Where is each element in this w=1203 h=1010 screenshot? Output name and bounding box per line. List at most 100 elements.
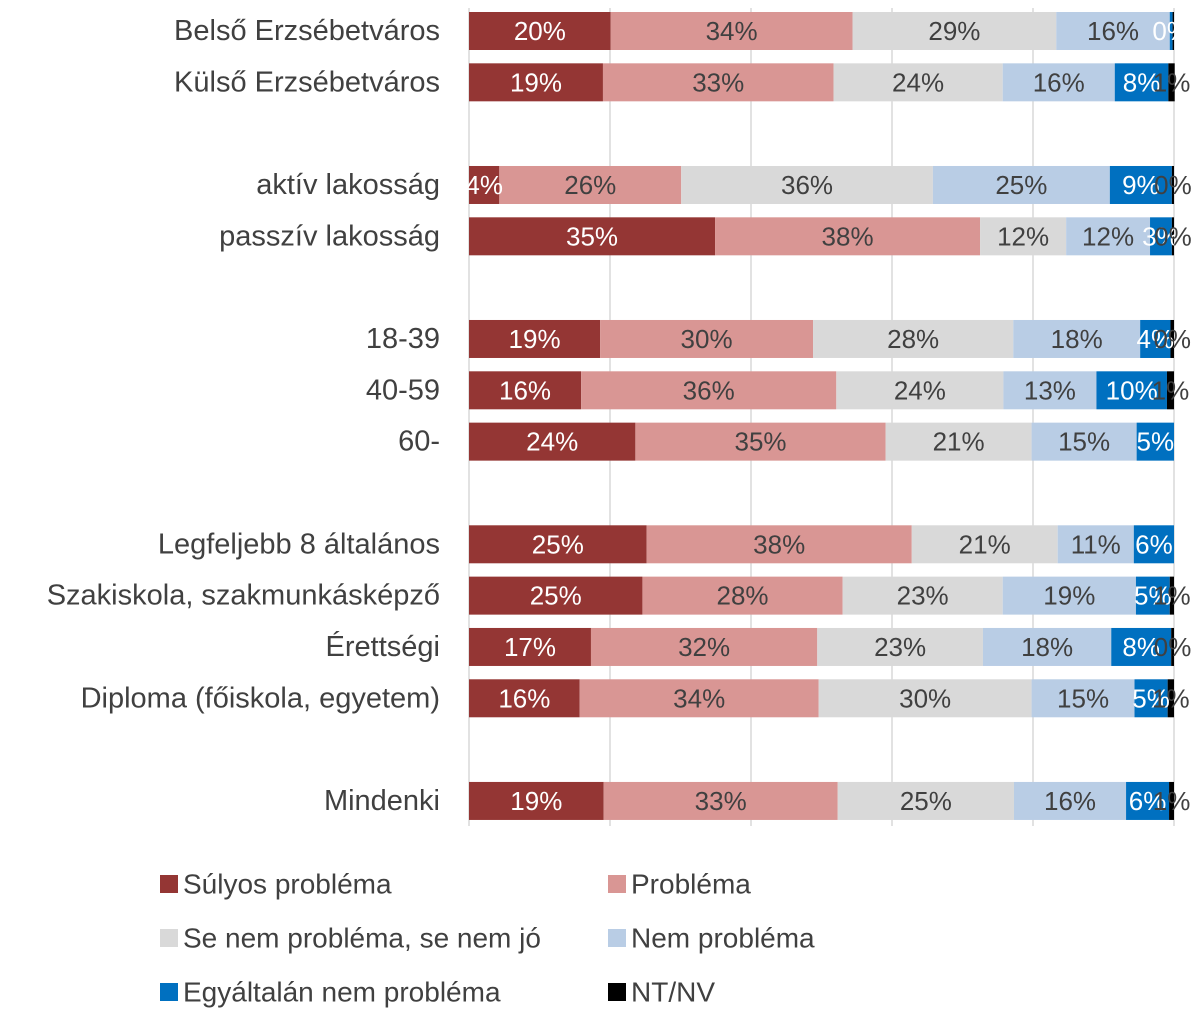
value-label: 6% [1135,529,1173,559]
bar-segment [1168,63,1175,102]
value-label: 26% [564,170,616,200]
value-label: 24% [894,375,946,405]
bar-segment [603,781,838,820]
bar-segment [1013,319,1141,358]
value-label: 21% [959,529,1011,559]
bar-segment [1066,217,1151,256]
bar-segment [469,63,603,102]
value-label: 11% [1071,529,1121,559]
bar-segment [1031,679,1135,718]
category-label: 60- [398,426,440,458]
bar-segment [1013,781,1127,820]
bar-segment [1096,371,1167,410]
value-label: 21% [933,427,985,457]
value-label: 23% [897,581,949,611]
bar-segment [1114,63,1169,102]
value-label: 15% [1058,427,1110,457]
bar-segment [1003,371,1097,410]
value-label: 19% [510,67,562,97]
bar-segment [469,576,643,615]
value-label: 16% [499,375,551,405]
bar-segment [469,627,591,666]
bar-segment [1169,12,1173,50]
legend-swatch [608,875,626,893]
category-label: passzív lakosság [219,220,440,252]
category-label: Mindenki [324,785,440,817]
value-label: 8% [1122,632,1160,662]
value-label: 25% [530,581,582,611]
bar-segment [469,679,580,718]
bar-segment [1057,525,1134,564]
value-label: 18% [1051,324,1103,354]
value-label: 35% [734,427,786,457]
bar-segment [646,525,912,564]
value-label: 30% [681,324,733,354]
value-label: 1% [1152,375,1190,405]
bar-segment [1166,371,1174,410]
category-label: Érettségi [326,630,440,663]
value-label: 38% [753,529,805,559]
bar-segment [1133,525,1174,564]
bar-segment [837,781,1014,820]
legend-label: NT/NV [631,977,715,1008]
bar-segment [1056,12,1170,50]
value-label: 8% [1123,67,1161,97]
category-label: aktív lakosság [256,169,440,201]
bar-segment [590,627,818,666]
value-label: 29% [928,16,980,46]
bar-segment [610,12,853,50]
legend-label: Se nem probléma, se nem jó [183,923,541,954]
bar-segment [579,679,819,718]
value-label: 9% [1122,170,1160,200]
bar-segment [932,165,1110,204]
value-label: 28% [887,324,939,354]
value-label: 1% [1153,581,1191,611]
bar-segment [469,781,604,820]
bar-segment [469,319,601,358]
value-label: 12% [997,221,1049,251]
value-label: 19% [510,786,562,816]
bar-segment [1169,576,1174,615]
bar-segment [1136,422,1174,461]
value-label: 16% [1033,67,1085,97]
bar-segment [469,12,611,50]
value-label: 0% [1153,324,1191,354]
bar-segment [1002,576,1136,615]
category-label: Külső Erzsébetváros [174,66,440,98]
bar-segment [1170,319,1174,358]
value-label: 12% [1082,221,1134,251]
legend-swatch [160,875,178,893]
value-label: 5% [1132,683,1170,713]
value-label: 25% [995,170,1047,200]
value-label: 5% [1134,581,1172,611]
legend-label: Nem probléma [631,923,815,954]
bar-segment [602,63,834,102]
value-label: 1% [1152,683,1190,713]
bar-segment [469,217,716,256]
value-label: 1% [1153,786,1191,816]
value-label: 30% [899,683,951,713]
value-label: 35% [566,221,618,251]
category-label: Legfeljebb 8 általános [158,528,440,560]
category-label: Szakiskola, szakmunkásképző [47,580,440,612]
legend-swatch [160,983,178,1001]
value-label: 33% [692,67,744,97]
value-label: 17% [504,632,556,662]
value-label: 0% [1152,16,1190,46]
value-label: 5% [1137,427,1175,457]
bar-segment [1171,165,1174,204]
value-label: 16% [1087,16,1139,46]
bar-segment [469,525,647,564]
bar-segment [1140,319,1171,358]
bar-segment [1126,781,1170,820]
value-label: 32% [678,632,730,662]
bar-segment [600,319,814,358]
value-label: 33% [695,786,747,816]
legend-swatch [608,929,626,947]
bar-segment [982,627,1112,666]
value-label: 0% [1154,632,1192,662]
value-label: 34% [673,683,725,713]
legend-swatch [160,929,178,947]
bar-segment [681,165,933,204]
